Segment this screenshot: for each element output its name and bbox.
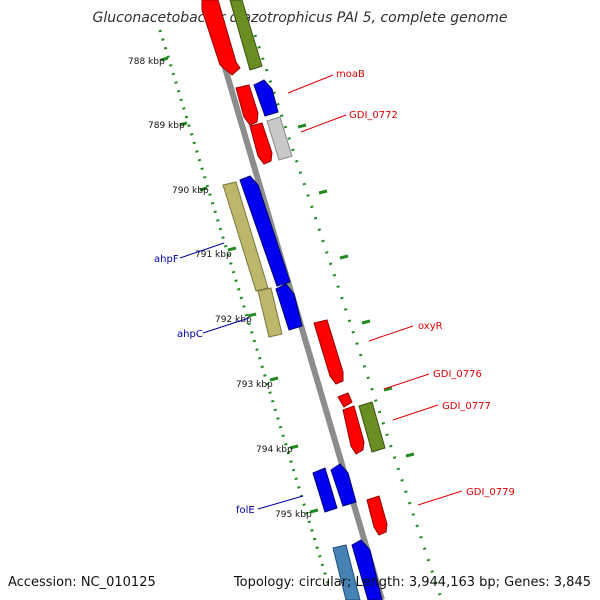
gene-GDI_0777 xyxy=(358,401,386,453)
genome-summary-text: Topology: circular; Length: 3,944,163 bp… xyxy=(233,575,591,590)
label-moaB: moaB xyxy=(336,69,365,80)
tick-label-793: 793 kbp xyxy=(236,380,273,390)
label-GDI_0777: GDI_0777 xyxy=(442,401,491,412)
tick-label-790: 790 kbp xyxy=(172,186,209,196)
gene-GDI_0776-b xyxy=(342,405,365,455)
inner-ring-ticks xyxy=(297,123,415,458)
gene-GDI_0772-gray xyxy=(266,116,293,161)
tick-label-794: 794 kbp xyxy=(256,445,293,455)
kbp-ticks xyxy=(160,56,319,514)
tick-label-792: 792 kbp xyxy=(215,315,252,325)
gene-ahpC xyxy=(275,283,303,331)
tick-label-789: 789 kbp xyxy=(148,121,185,131)
gene-moaB-blue xyxy=(253,79,279,117)
gene-ahpF-khaki xyxy=(222,181,269,292)
label-GDI_0772: GDI_0772 xyxy=(349,110,398,121)
label-GDI_0776: GDI_0776 xyxy=(433,369,482,380)
tick-label-791: 791 kbp xyxy=(195,250,232,260)
gene-folE-2 xyxy=(330,463,357,507)
gene-GDI_0772 xyxy=(249,122,273,165)
label-ahpC: ahpC xyxy=(177,329,203,340)
gene-top-red xyxy=(201,0,241,76)
accession-text: Accession: NC_010125 xyxy=(8,575,156,590)
label-ahpF: ahpF xyxy=(154,254,179,265)
label-oxyR: oxyR xyxy=(418,321,443,332)
gene-top-olive xyxy=(229,0,263,71)
tick-label-788: 788 kbp xyxy=(128,57,165,67)
gene-moaB xyxy=(235,84,259,126)
gene-ahpC-khaki xyxy=(257,287,283,338)
gene-oxyR xyxy=(313,319,344,385)
gene-ahpF xyxy=(239,175,291,287)
label-folE: folE xyxy=(236,505,255,516)
tick-label-795: 795 kbp xyxy=(275,510,312,520)
gene-folE-1 xyxy=(312,467,338,513)
gene-GDI_0776 xyxy=(337,392,353,408)
gene-bottom-blue xyxy=(351,539,383,600)
gene-GDI_0779 xyxy=(366,495,388,536)
gene-bottom-lightblue xyxy=(332,544,361,600)
map-title: Gluconacetobacter diazotrophicus PAI 5, … xyxy=(93,10,508,26)
callout-lines xyxy=(179,74,463,510)
label-GDI_0779: GDI_0779 xyxy=(466,487,515,498)
